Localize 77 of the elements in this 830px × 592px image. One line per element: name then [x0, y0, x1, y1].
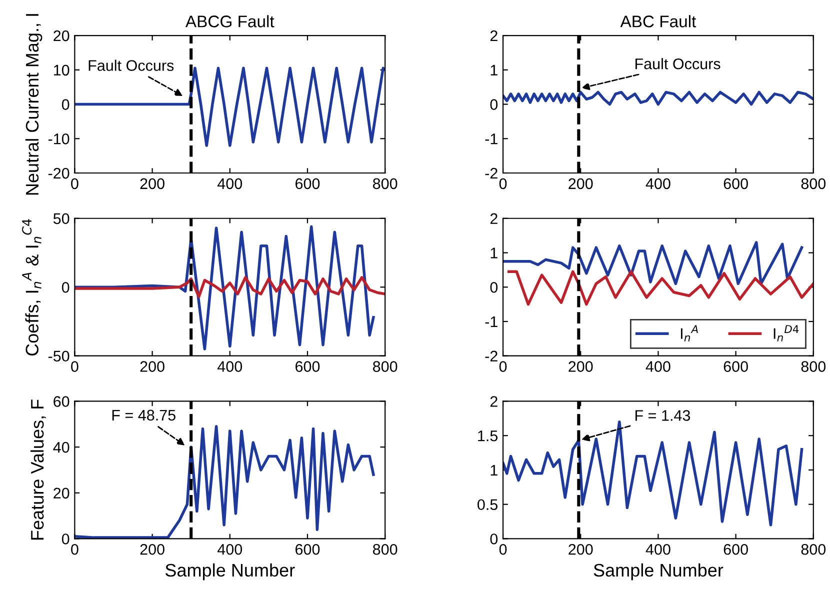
- y-tick-label: 0: [490, 99, 498, 110]
- x-tick-label: 400: [646, 544, 670, 555]
- y-tick-label: 0: [62, 282, 70, 293]
- y-tick-label: 1: [490, 64, 498, 76]
- x-tick-label: 400: [646, 178, 670, 190]
- y-tick-label: 40: [53, 442, 70, 453]
- x-tick-label: 0: [499, 361, 507, 372]
- y-tick-label: -10: [48, 134, 70, 144]
- line-series: [74, 425, 375, 539]
- y-tick-label: 0: [490, 282, 498, 293]
- y-axis-title: Coeffs, I$_{n}$$^{A}$ & I$_{n}$$^{C4}$: [22, 219, 42, 356]
- y-tick-label: 1: [490, 248, 498, 258]
- y-axis-title: Feature Values, F: [30, 400, 46, 540]
- y-tick-label: 0: [62, 534, 70, 544]
- x-tick-label: 800: [373, 544, 398, 555]
- x-tick-label: 600: [724, 178, 748, 190]
- x-tick-label: 0: [499, 178, 507, 190]
- x-tick-label: 600: [296, 178, 320, 190]
- y-tick-label: 10: [54, 64, 70, 76]
- x-tick-label: 400: [217, 361, 242, 372]
- y-tick-label: 20: [54, 488, 70, 499]
- x-tick-label: 200: [568, 544, 593, 555]
- y-axis-title: Neutral Current Mag., I: [25, 14, 42, 195]
- y-tick-label: 50: [53, 213, 70, 224]
- x-tick-label: 400: [217, 178, 242, 190]
- x-tick-label: 800: [801, 544, 826, 555]
- chart-title: ABC Fault: [620, 15, 696, 28]
- x-tick-label: 0: [499, 544, 507, 555]
- line-series: [503, 241, 804, 286]
- x-tick-label: 0: [71, 178, 78, 190]
- y-tick-label: 2: [490, 396, 498, 407]
- line-series: [503, 420, 804, 526]
- annotation: Fault Occurs: [88, 60, 174, 71]
- y-tick-label: 0: [490, 534, 498, 544]
- x-tick-label: 800: [373, 178, 398, 190]
- y-tick-label: -20: [48, 168, 70, 179]
- x-tick-label: 200: [140, 544, 164, 555]
- y-tick-label: 20: [54, 30, 70, 42]
- x-tick-label: 800: [801, 361, 826, 372]
- x-tick-label: 200: [140, 178, 164, 190]
- annotation: Fault Occurs: [635, 58, 720, 70]
- x-tick-label: 600: [296, 361, 320, 372]
- y-tick-label: -2: [485, 350, 498, 362]
- x-tick-label: 200: [568, 361, 593, 372]
- y-tick-label: 2: [490, 30, 498, 42]
- annotation: F = 48.75: [112, 410, 176, 421]
- x-tick-label: 600: [296, 544, 320, 555]
- line-series: [74, 225, 375, 350]
- y-tick-label: 2: [490, 213, 498, 224]
- y-tick-label: 1: [490, 465, 498, 476]
- x-tick-label: 200: [568, 178, 593, 190]
- y-tick-label: 0: [62, 99, 70, 110]
- x-tick-label: 200: [140, 361, 164, 372]
- y-tick-label: -1: [485, 134, 498, 144]
- y-tick-label: -1: [485, 316, 498, 328]
- x-tick-label: 800: [801, 178, 826, 190]
- y-tick-label: 1.5: [478, 430, 498, 442]
- x-axis-title: Sample Number: [594, 563, 724, 580]
- x-tick-label: 800: [373, 361, 398, 372]
- x-tick-label: 600: [724, 361, 748, 372]
- line-series: [503, 90, 814, 106]
- line-series: [507, 270, 814, 306]
- x-axis-title: Sample Number: [165, 563, 295, 580]
- x-tick-label: 600: [724, 544, 748, 555]
- legend-label: I$_{n}$$^{D4}$: [774, 325, 799, 342]
- line-series: [74, 276, 386, 298]
- chart-title: ABCG Fault: [185, 15, 274, 28]
- y-tick-label: 60: [54, 396, 70, 407]
- legend-label: I$_{n}$$^{A}$: [680, 325, 698, 342]
- x-tick-label: 0: [71, 361, 78, 372]
- annotation: F = 1.43: [635, 410, 690, 421]
- x-tick-label: 400: [217, 544, 242, 555]
- y-tick-label: -2: [485, 168, 498, 179]
- y-tick-label: 0.5: [478, 499, 498, 510]
- y-tick-label: -50: [48, 350, 70, 362]
- x-tick-label: 400: [646, 361, 670, 372]
- x-tick-label: 0: [71, 544, 78, 555]
